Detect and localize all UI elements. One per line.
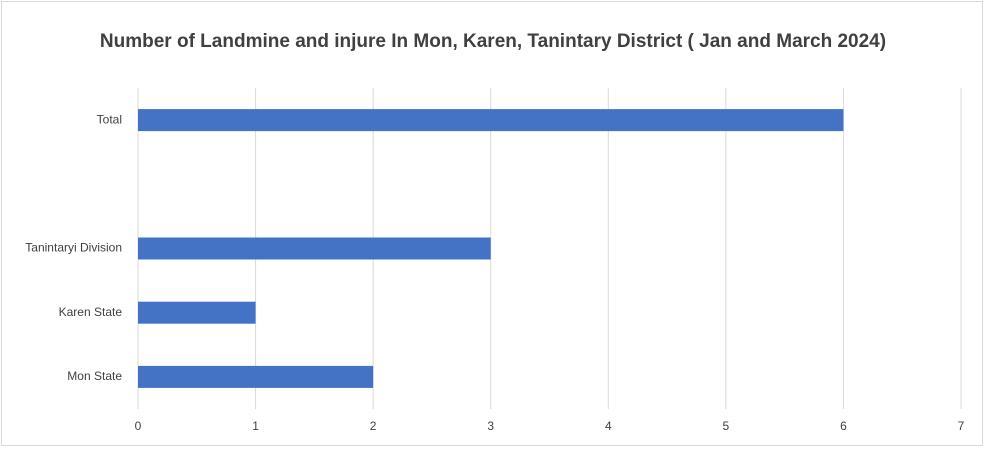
- chart-title: Number of Landmine and injure In Mon, Ka…: [99, 31, 887, 52]
- bar: [138, 301, 256, 324]
- x-tick-label: 1: [252, 419, 259, 433]
- bar: [138, 109, 844, 132]
- x-tick-label: 5: [723, 419, 730, 433]
- bar: [138, 365, 374, 388]
- y-tick-label: Karen State: [59, 305, 123, 319]
- x-tick-label: 4: [605, 419, 612, 433]
- y-tick-label: Mon State: [67, 369, 122, 383]
- y-tick-label: Tanintaryi Division: [25, 241, 122, 255]
- x-tick-label: 3: [487, 419, 494, 433]
- x-tick-label: 0: [135, 419, 142, 433]
- bar: [138, 237, 491, 260]
- x-tick-label: 2: [370, 419, 377, 433]
- x-tick-label: 7: [958, 419, 965, 433]
- x-tick-label: 6: [840, 419, 847, 433]
- y-tick-label: Total: [97, 112, 122, 126]
